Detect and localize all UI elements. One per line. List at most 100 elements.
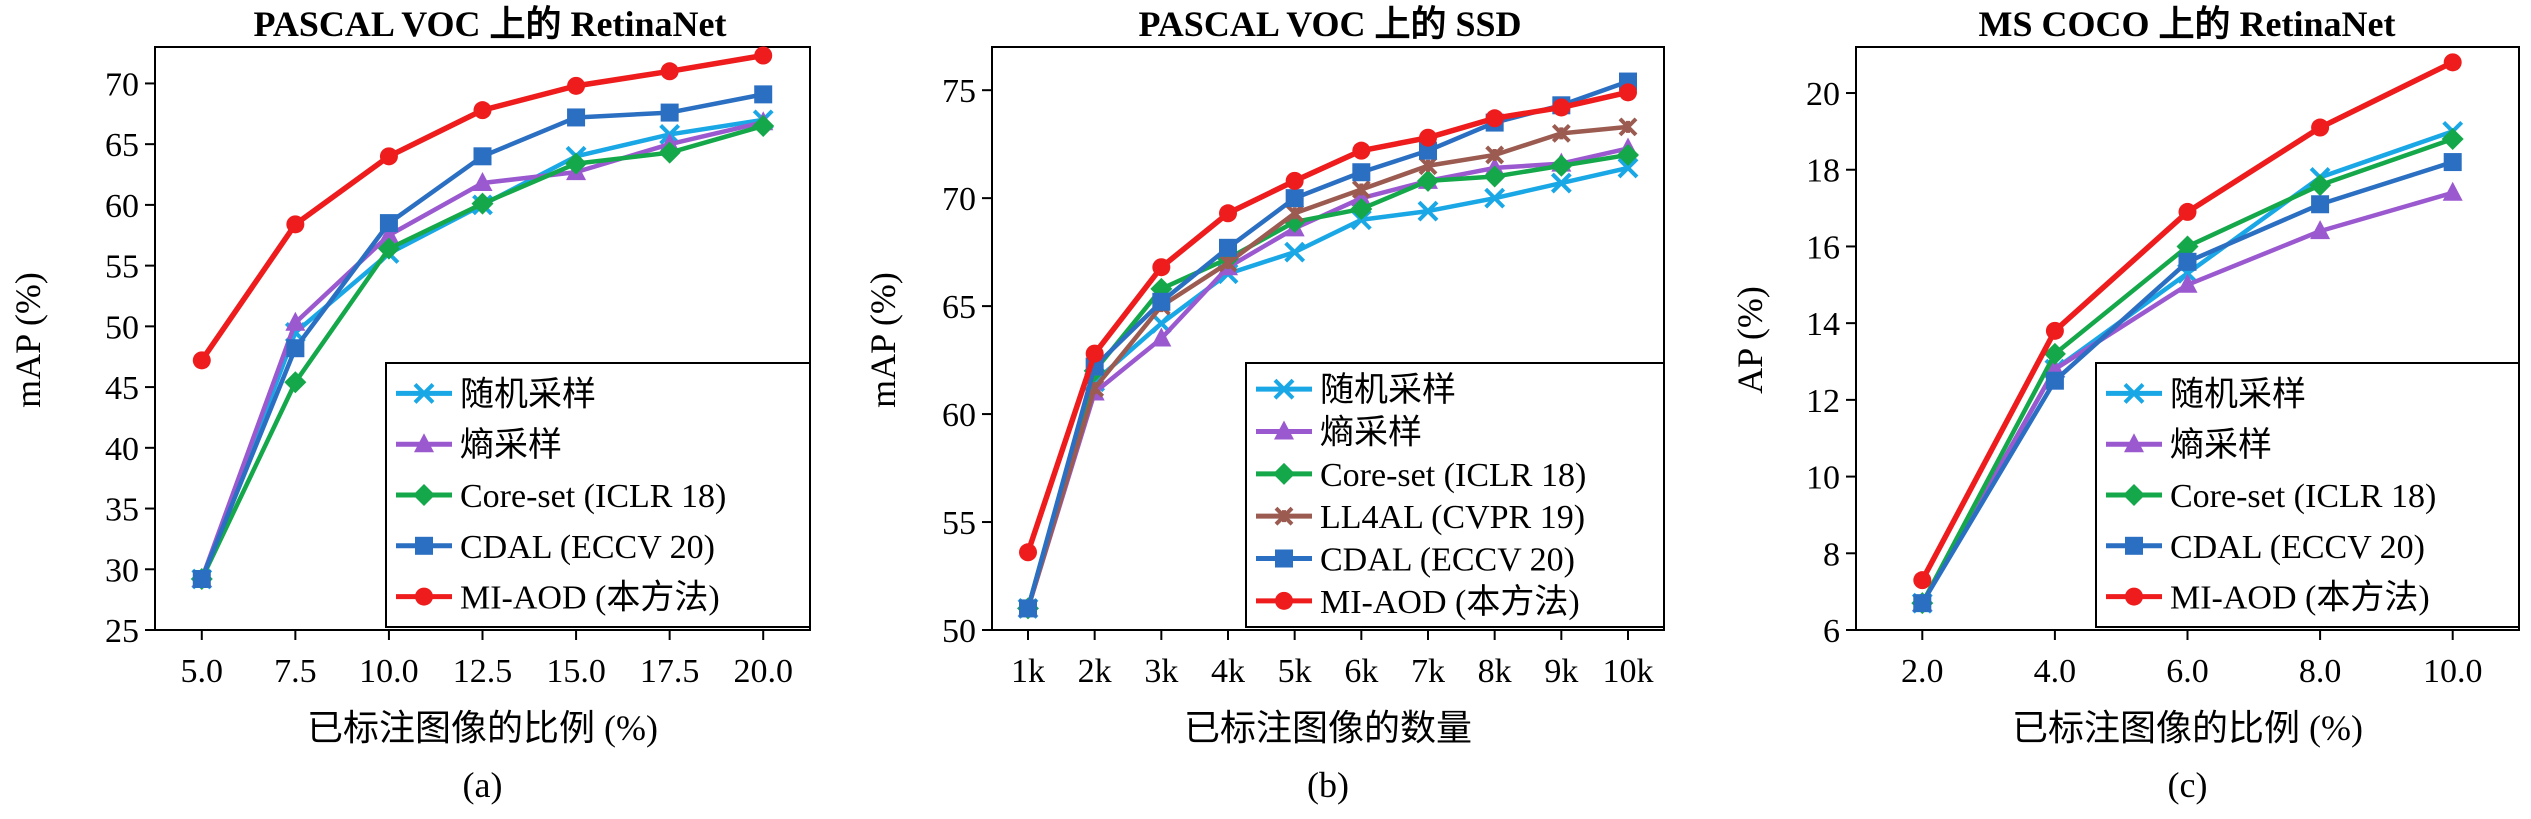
data-point	[2311, 195, 2330, 214]
series-coreset	[190, 114, 775, 590]
y-tick-label: 60	[105, 188, 139, 225]
data-point	[1619, 83, 1637, 102]
data-point	[2310, 220, 2331, 240]
data-point	[1152, 258, 1171, 277]
panel-sublabel: (c)	[2168, 765, 2208, 805]
data-point	[1552, 98, 1571, 117]
data-point	[1019, 599, 1037, 618]
y-tick-label: 20	[1806, 76, 1840, 113]
legend-label: MI-AOD (本方法)	[460, 579, 720, 617]
data-point	[2045, 371, 2064, 390]
legend-box	[2095, 362, 2520, 628]
y-tick-label: 14	[1806, 306, 1840, 343]
data-point	[2178, 202, 2197, 221]
data-point	[2443, 53, 2462, 72]
y-tick-label: 55	[105, 249, 139, 286]
data-point	[1352, 141, 1371, 160]
data-point	[1419, 128, 1437, 147]
data-point	[1913, 571, 1932, 590]
legend-box	[385, 362, 811, 628]
chart-panel-2: 50 55 60 65 70 75 1k 2k 3k 4k 5k 6k 7k 8k 9k 10k 随机采样熵采样…	[863, 4, 1665, 805]
legend-swatch-marker	[1275, 549, 1293, 568]
legend-swatch-marker	[413, 382, 435, 404]
legend-swatch-marker	[1273, 378, 1295, 400]
data-point	[1151, 327, 1172, 347]
data-point	[754, 46, 773, 65]
data-point	[1483, 165, 1506, 188]
legend-label: 熵采样	[460, 426, 562, 464]
y-tick-label: 12	[1806, 383, 1840, 420]
x-axis-label: 已标注图像的比例 (%)	[2012, 708, 2363, 748]
data-point	[192, 351, 211, 370]
data-point	[1551, 123, 1571, 143]
data-point	[473, 101, 492, 120]
data-point	[1285, 171, 1304, 190]
data-point	[2176, 235, 2199, 258]
series-line	[1025, 152, 1629, 610]
data-point	[2177, 273, 2198, 293]
data-point	[2309, 174, 2332, 197]
x-tick-label: 2k	[1078, 653, 1112, 690]
legend-label: LL4AL (CVPR 19)	[1320, 499, 1585, 536]
legend-swatch-marker	[2124, 433, 2144, 453]
x-tick-label: 10.0	[2423, 653, 2483, 690]
legend-label: Core-set (ICLR 18)	[2170, 478, 2436, 515]
legend-swatch-marker	[415, 536, 433, 555]
x-tick-label: 10k	[1603, 653, 1654, 690]
data-point	[1417, 169, 1439, 192]
legend-label: 随机采样	[2170, 375, 2306, 413]
series-cdal	[192, 85, 773, 588]
data-point	[1550, 172, 1572, 194]
y-tick-label: 50	[942, 613, 976, 650]
chart-panel-1: 25 30 35 40 45 50 55 60 65 70 5.0 7.5 10.0 12.5 15.0 17…	[8, 4, 811, 805]
legend-label: Core-set (ICLR 18)	[1320, 457, 1586, 494]
y-tick-label: 70	[105, 66, 139, 103]
legend-label: 熵采样	[1320, 414, 1422, 452]
data-point	[567, 76, 586, 95]
data-point	[1913, 594, 1932, 613]
legend-label: Core-set (ICLR 18)	[460, 478, 726, 515]
y-tick-label: 40	[105, 431, 139, 468]
data-point	[379, 147, 398, 166]
x-tick-label: 20.0	[733, 653, 793, 690]
data-point	[754, 85, 773, 104]
data-point	[1152, 292, 1171, 311]
y-tick-label: 50	[105, 309, 139, 346]
legend-swatch-marker	[414, 433, 434, 453]
data-point	[1550, 154, 1573, 177]
y-tick-label: 25	[105, 613, 139, 650]
y-tick-label: 55	[942, 505, 976, 542]
y-tick-label: 10	[1806, 460, 1840, 497]
data-point	[1350, 197, 1373, 220]
y-tick-label: 60	[942, 397, 976, 434]
y-tick-label: 35	[105, 492, 139, 529]
x-axis-label: 已标注图像的比例 (%)	[307, 708, 658, 748]
data-point	[284, 371, 307, 394]
y-tick-label: 45	[105, 370, 139, 407]
data-point	[378, 224, 399, 244]
panel-sublabel: (a)	[463, 765, 503, 805]
data-point	[752, 114, 775, 137]
legend-swatch-marker	[415, 587, 433, 606]
y-tick-label: 18	[1806, 153, 1840, 190]
data-point	[1617, 157, 1639, 179]
data-point	[1219, 238, 1237, 257]
chart-title: MS COCO 上的 RetinaNet	[1979, 4, 2396, 44]
series-miaod	[192, 46, 773, 370]
y-axis-label: mAP (%)	[863, 272, 903, 408]
data-point	[1484, 187, 1506, 209]
data-point	[565, 152, 588, 175]
data-point	[286, 339, 305, 358]
data-point	[1419, 141, 1437, 160]
series-line	[1025, 124, 1629, 610]
x-tick-label: 7k	[1411, 653, 1445, 690]
legend-swatch-marker	[413, 484, 435, 506]
legend-box	[1245, 362, 1665, 628]
x-tick-label: 6.0	[2166, 653, 2209, 690]
x-tick-label: 4k	[1211, 653, 1245, 690]
plot-frame	[991, 46, 1665, 631]
x-tick-label: 8.0	[2299, 653, 2342, 690]
